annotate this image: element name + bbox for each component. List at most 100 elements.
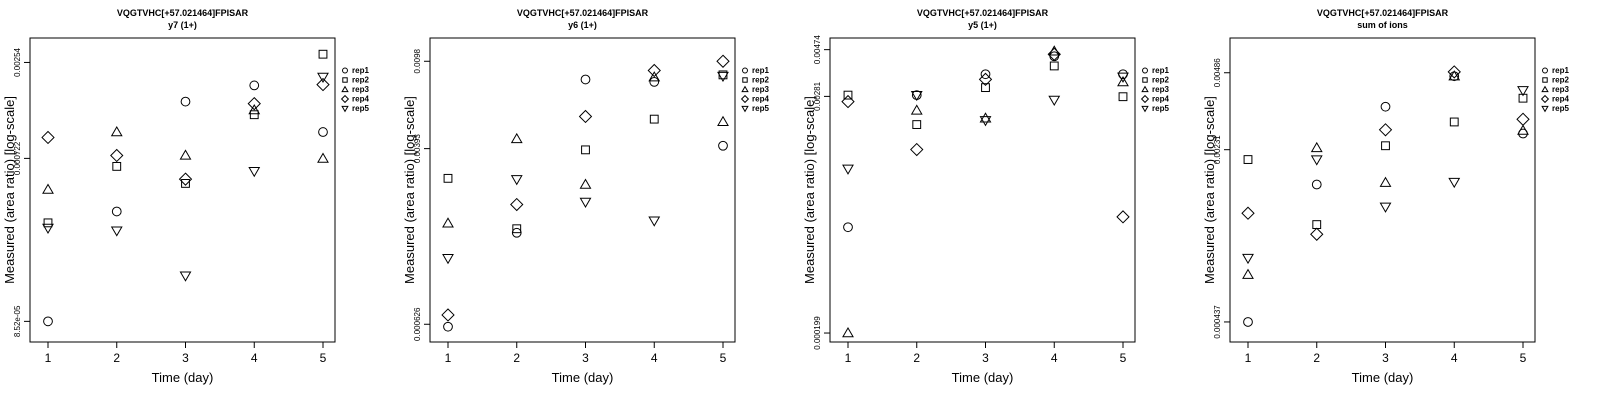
legend-marker-rep1 (1142, 67, 1148, 74)
legend-marker-rep4 (1140, 94, 1150, 104)
data-point-rep4-day-3 (978, 72, 993, 87)
x-tick-label: 1 (445, 351, 452, 365)
data-point-rep2-day-3 (1381, 141, 1390, 151)
data-point-rep5-day-4 (248, 167, 261, 178)
x-tick-label: 1 (1245, 351, 1252, 365)
x-tick-label: 2 (1313, 351, 1320, 365)
y-tick-label: 0.00281 (813, 81, 822, 110)
legend-label: rep5 (752, 104, 769, 113)
data-point-rep1-day-3 (980, 69, 991, 80)
data-point-rep3-day-1 (1242, 268, 1254, 279)
y-tick-label: 0.00393 (413, 134, 422, 163)
legend-label: rep4 (1552, 95, 1569, 104)
legend-label: rep2 (752, 76, 769, 85)
chart-subtitle: y7 (1+) (168, 20, 197, 30)
data-point-rep5-day-4 (648, 216, 661, 227)
legend-label: rep3 (1152, 85, 1169, 94)
data-point-rep4-day-1 (841, 94, 855, 109)
data-point-rep2-day-1 (1243, 155, 1253, 164)
y-tick-label: 0.000437 (1213, 305, 1222, 339)
data-point-rep4-day-2 (110, 148, 124, 163)
data-point-rep3-day-3 (579, 178, 592, 189)
chart-title: VQGTVHC[+57.021464]FPISAR (917, 8, 1049, 18)
x-tick-label: 3 (1382, 351, 1389, 365)
data-point-rep5-day-3 (579, 197, 592, 209)
legend-marker-rep2 (1542, 77, 1548, 83)
data-point-rep5-day-2 (110, 226, 123, 237)
data-point-rep2-day-4 (649, 114, 659, 124)
data-point-rep1-day-5 (718, 140, 728, 151)
data-point-rep4-day-4 (1047, 47, 1061, 61)
plot-frame (1229, 37, 1536, 343)
y-tick-label: 0.000626 (413, 307, 422, 341)
data-point-rep3-day-4 (248, 104, 261, 115)
data-point-rep5-day-1 (1242, 253, 1254, 265)
y-tick-label: 0.0098 (413, 48, 422, 73)
data-point-rep3-day-5 (1517, 124, 1529, 135)
data-point-rep3-day-5 (717, 115, 729, 127)
legend-label: rep2 (1552, 76, 1569, 85)
legend-marker-rep5 (1141, 105, 1149, 113)
data-point-rep2-day-2 (1312, 220, 1322, 229)
x-axis-label: Time (day) (152, 370, 214, 385)
chart-subtitle: sum of ions (1357, 20, 1408, 30)
x-tick-label: 5 (720, 351, 727, 365)
data-point-rep2-day-1 (843, 90, 853, 100)
data-point-rep1-day-1 (43, 316, 53, 327)
x-tick-label: 2 (513, 351, 520, 365)
legend-label: rep2 (1152, 76, 1169, 85)
legend-marker-rep1 (742, 67, 748, 74)
legend-marker-rep2 (742, 77, 748, 83)
data-point-rep2-day-5 (1518, 93, 1528, 103)
x-axis-label: Time (day) (552, 370, 614, 385)
legend-label: rep4 (1152, 95, 1169, 104)
data-point-rep4-day-3 (1378, 123, 1393, 137)
y-axis-label: Measured (area ratio) [log-scale] (2, 96, 17, 284)
data-point-rep5-day-2 (510, 175, 523, 186)
x-tick-label: 3 (982, 351, 989, 365)
data-point-rep1-day-3 (1380, 101, 1391, 112)
data-point-rep1-day-4 (249, 80, 260, 91)
legend-marker-rep4 (740, 94, 750, 104)
data-point-rep4-day-2 (1310, 227, 1324, 241)
data-point-rep2-day-2 (912, 120, 922, 129)
data-point-rep2-day-2 (112, 161, 122, 171)
x-tick-label: 4 (1451, 351, 1458, 365)
data-point-rep4-day-5 (316, 77, 330, 92)
data-point-rep4-day-5 (716, 54, 730, 68)
data-point-rep3-day-2 (110, 125, 123, 137)
legend-marker-rep1 (1542, 67, 1548, 74)
data-point-rep1-day-4 (1049, 51, 1060, 62)
chart-panel-2: VQGTVHC[+57.021464]FPISAR y6 (1+) 1 2 3 4 5 Tim… (402, 8, 769, 385)
plot-frame (29, 37, 336, 343)
chart-panel-1: VQGTVHC[+57.021464]FPISAR y7 (1+) 1 2 3 4 5 Tim… (2, 8, 369, 385)
data-point-rep5-day-4 (1448, 177, 1461, 189)
data-point-rep2-day-3 (181, 179, 190, 188)
legend-label: rep1 (352, 66, 369, 75)
data-point-rep2-day-4 (1049, 61, 1059, 71)
legend-label: rep3 (1552, 85, 1569, 94)
x-axis-label: Time (day) (1352, 370, 1414, 385)
data-point-rep2-day-1 (443, 173, 453, 183)
plot-frame (429, 37, 736, 343)
legend-label: rep2 (352, 76, 369, 85)
x-tick-label: 3 (582, 351, 589, 365)
data-point-rep4-day-3 (578, 109, 593, 124)
legend-label: rep3 (352, 85, 369, 94)
data-point-rep3-day-3 (179, 149, 192, 160)
data-point-rep4-day-4 (1447, 65, 1461, 79)
data-point-rep4-day-1 (1241, 206, 1255, 220)
data-point-rep1-day-3 (180, 96, 191, 107)
legend-marker-rep3 (1141, 85, 1149, 93)
x-tick-label: 4 (651, 351, 658, 365)
data-point-rep2-day-3 (981, 83, 990, 93)
y-axis-label: Measured (area ratio) [log-scale] (1202, 96, 1217, 284)
data-point-rep5-day-2 (1310, 155, 1323, 166)
legend-label: rep1 (1552, 66, 1569, 75)
data-point-rep1-day-1 (1243, 317, 1253, 327)
y-tick-label: 0.00486 (1213, 58, 1222, 87)
y-tick-label: 0.00231 (1213, 135, 1222, 164)
x-tick-label: 1 (45, 351, 52, 365)
data-point-rep5-day-3 (979, 116, 992, 127)
